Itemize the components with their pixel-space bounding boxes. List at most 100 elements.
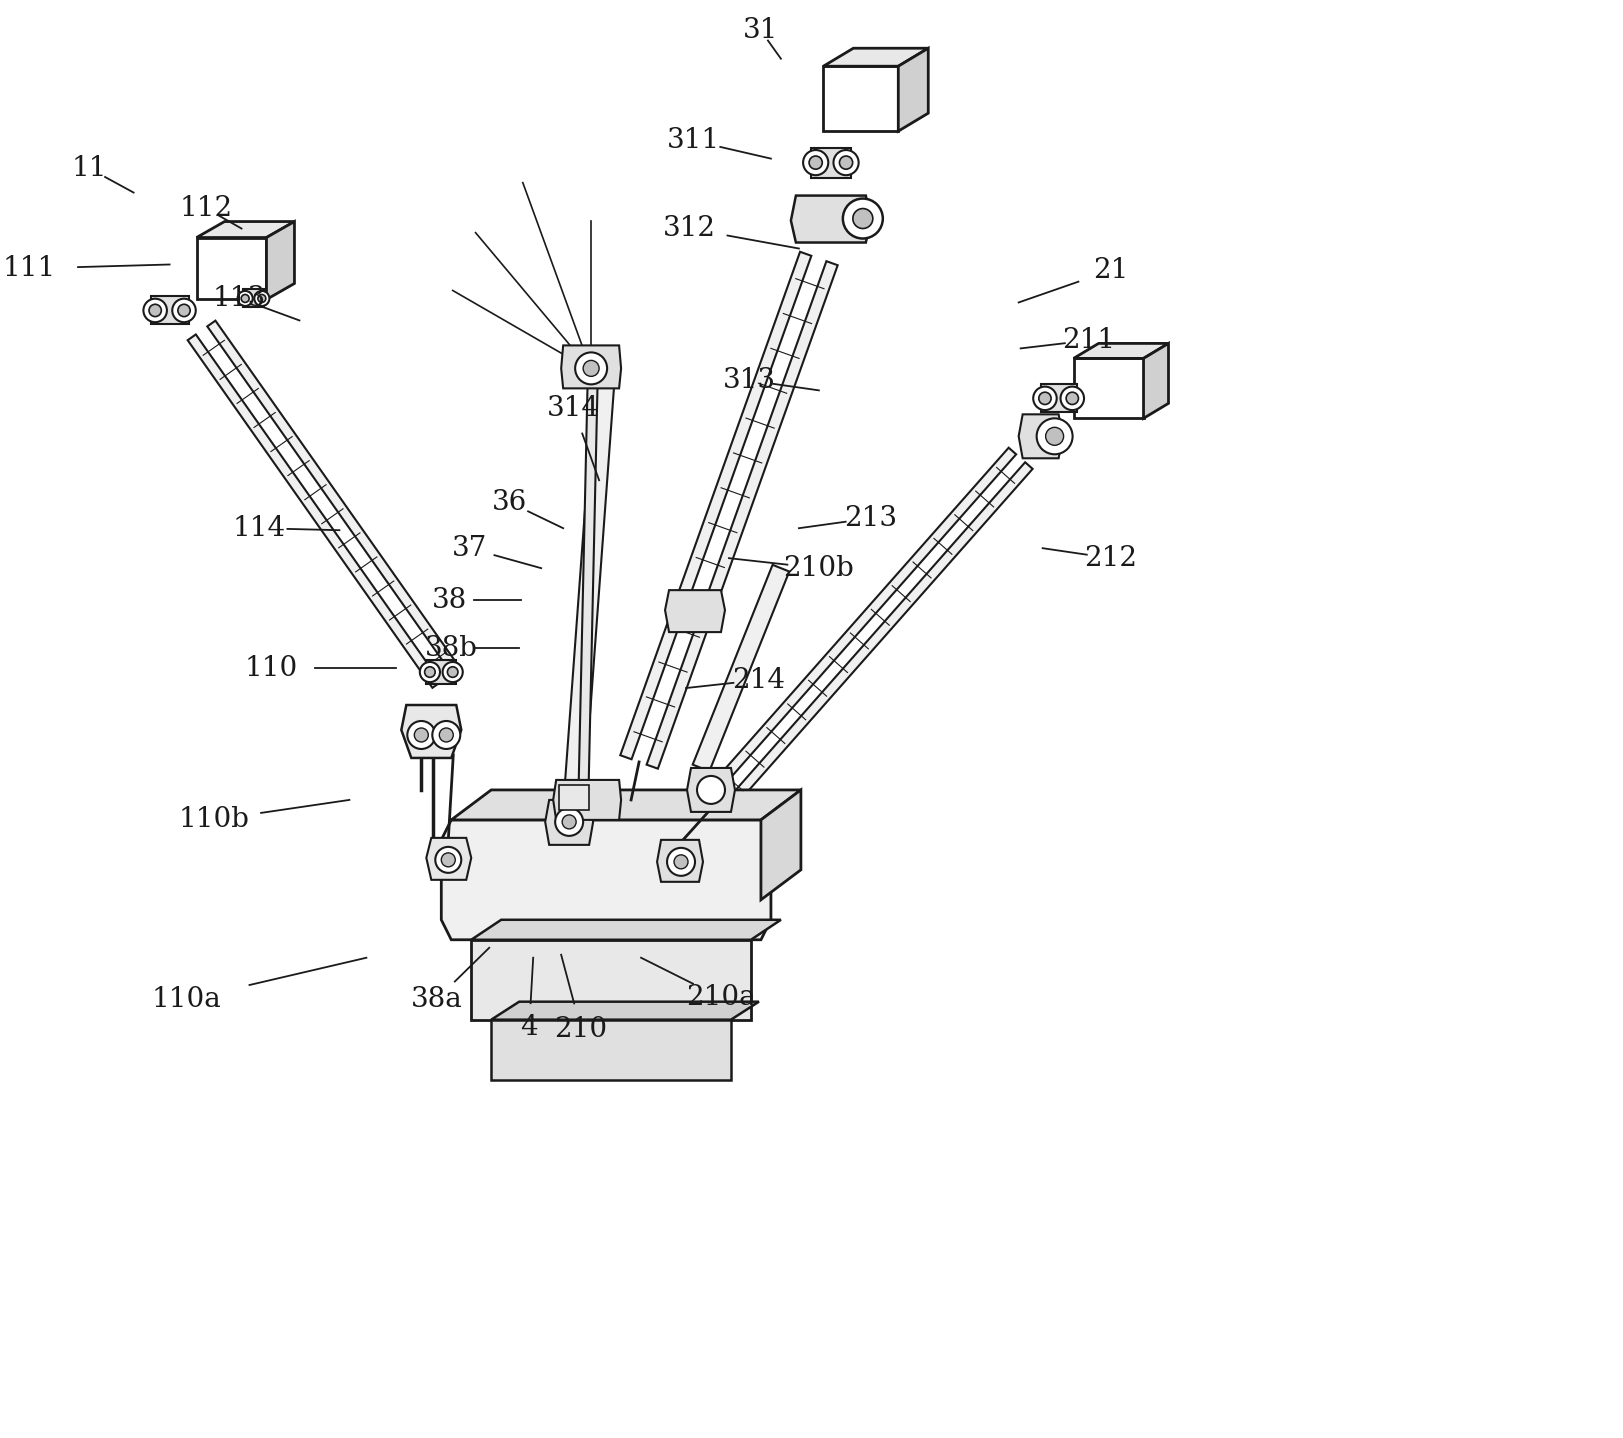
Polygon shape: [188, 335, 440, 687]
Circle shape: [441, 853, 454, 867]
Text: 31: 31: [743, 17, 777, 45]
Polygon shape: [401, 705, 461, 758]
Circle shape: [1032, 387, 1057, 410]
Circle shape: [407, 720, 435, 749]
Polygon shape: [646, 262, 837, 769]
Circle shape: [258, 295, 266, 302]
Text: 314: 314: [547, 395, 599, 421]
Circle shape: [435, 847, 461, 873]
Text: 37: 37: [451, 535, 487, 562]
Circle shape: [242, 295, 248, 302]
Text: 114: 114: [232, 515, 286, 542]
Circle shape: [179, 305, 190, 316]
Circle shape: [583, 361, 599, 377]
Circle shape: [562, 815, 576, 828]
Circle shape: [833, 150, 859, 175]
Polygon shape: [471, 940, 750, 1020]
Text: 110b: 110b: [179, 807, 248, 834]
Circle shape: [1045, 427, 1063, 446]
Circle shape: [674, 854, 688, 869]
Circle shape: [852, 209, 872, 229]
Circle shape: [149, 305, 161, 316]
Text: 211: 211: [1061, 326, 1115, 354]
Circle shape: [414, 728, 428, 742]
Polygon shape: [657, 840, 703, 881]
Polygon shape: [665, 590, 724, 633]
Text: 38a: 38a: [411, 986, 463, 1014]
Polygon shape: [490, 1020, 730, 1080]
Polygon shape: [196, 221, 294, 237]
Polygon shape: [578, 358, 597, 808]
Polygon shape: [898, 49, 928, 131]
Polygon shape: [196, 237, 266, 299]
Bar: [427, 660, 456, 684]
Text: 4: 4: [519, 1014, 537, 1041]
Polygon shape: [490, 1002, 758, 1020]
Polygon shape: [761, 789, 800, 900]
Circle shape: [172, 299, 196, 322]
Circle shape: [803, 150, 828, 175]
Polygon shape: [693, 565, 789, 771]
Bar: [558, 785, 589, 810]
Circle shape: [446, 667, 458, 677]
Circle shape: [808, 155, 821, 170]
Circle shape: [440, 728, 453, 742]
Polygon shape: [823, 49, 928, 66]
Text: 21: 21: [1092, 257, 1128, 283]
Polygon shape: [790, 196, 870, 243]
Polygon shape: [266, 221, 294, 299]
Text: 311: 311: [665, 127, 719, 154]
Circle shape: [237, 290, 253, 306]
Polygon shape: [451, 789, 800, 820]
Text: 312: 312: [662, 216, 716, 242]
Polygon shape: [722, 462, 1032, 811]
Circle shape: [667, 848, 695, 876]
Text: 38b: 38b: [425, 634, 477, 661]
Text: 214: 214: [732, 667, 786, 693]
Circle shape: [696, 777, 724, 804]
Polygon shape: [208, 321, 459, 674]
Bar: [1040, 384, 1076, 413]
Circle shape: [424, 667, 435, 677]
Text: 36: 36: [492, 489, 526, 516]
Bar: [242, 289, 265, 308]
Polygon shape: [471, 920, 781, 940]
Text: 210b: 210b: [782, 555, 854, 581]
Polygon shape: [545, 800, 592, 846]
Polygon shape: [427, 838, 471, 880]
Text: 210: 210: [553, 1017, 607, 1043]
Circle shape: [255, 290, 269, 306]
Circle shape: [555, 808, 583, 835]
Polygon shape: [706, 447, 1016, 797]
Polygon shape: [620, 252, 812, 759]
Polygon shape: [687, 768, 735, 812]
Circle shape: [839, 155, 852, 170]
Text: 210a: 210a: [687, 984, 755, 1011]
Bar: [151, 296, 188, 325]
Text: 112: 112: [180, 196, 234, 221]
Polygon shape: [562, 345, 620, 388]
Circle shape: [575, 352, 607, 384]
Text: 110: 110: [245, 654, 299, 682]
Circle shape: [1039, 393, 1050, 404]
Circle shape: [1035, 418, 1071, 454]
Polygon shape: [563, 358, 615, 808]
Text: 11: 11: [71, 155, 107, 183]
Bar: [810, 148, 850, 177]
Text: 313: 313: [722, 367, 774, 394]
Circle shape: [1065, 393, 1078, 404]
Polygon shape: [441, 820, 771, 940]
Text: 212: 212: [1084, 545, 1136, 572]
Circle shape: [842, 198, 883, 239]
Text: 110a: 110a: [151, 986, 221, 1014]
Polygon shape: [1073, 344, 1169, 358]
Text: 38: 38: [432, 587, 467, 614]
Circle shape: [420, 661, 440, 682]
Polygon shape: [1073, 358, 1143, 418]
Polygon shape: [553, 779, 620, 820]
Polygon shape: [823, 66, 898, 131]
Circle shape: [143, 299, 167, 322]
Circle shape: [432, 720, 459, 749]
Text: 111: 111: [2, 255, 55, 282]
Polygon shape: [1143, 344, 1169, 418]
